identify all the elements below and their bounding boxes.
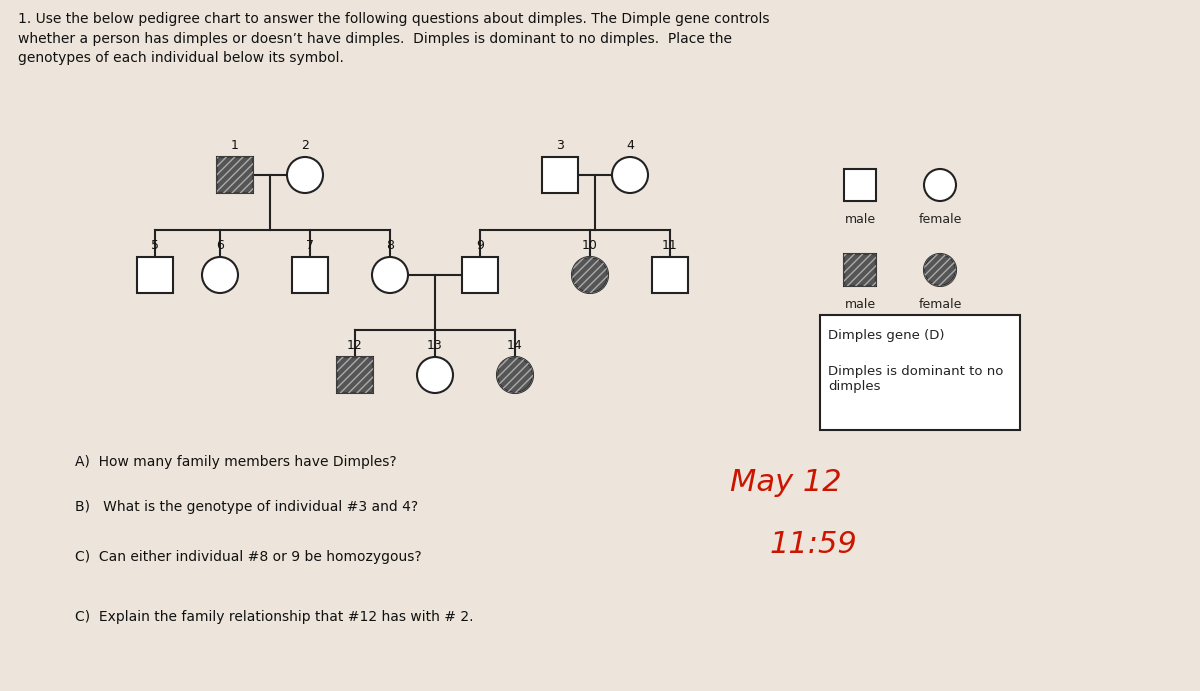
Text: 6: 6 — [216, 239, 224, 252]
Text: male: male — [845, 298, 876, 311]
Text: C)  Explain the family relationship that #12 has with # 2.: C) Explain the family relationship that … — [74, 610, 474, 624]
Text: Dimples gene (D): Dimples gene (D) — [828, 329, 944, 342]
Circle shape — [572, 257, 608, 293]
Bar — [844, 254, 876, 286]
Text: 1. Use the below pedigree chart to answer the following questions about dimples.: 1. Use the below pedigree chart to answe… — [18, 12, 769, 65]
Bar — [217, 157, 253, 193]
Bar — [844, 254, 876, 286]
Circle shape — [497, 357, 533, 393]
Text: 2: 2 — [301, 139, 308, 152]
Bar — [820, 315, 1020, 430]
Text: May 12: May 12 — [730, 468, 841, 497]
Text: 1: 1 — [232, 139, 239, 152]
Bar — [652, 257, 688, 293]
Text: 9: 9 — [476, 239, 484, 252]
Text: 3: 3 — [556, 139, 564, 152]
Text: 12: 12 — [347, 339, 362, 352]
Text: 4: 4 — [626, 139, 634, 152]
Text: Dimples is dominant to no
dimples: Dimples is dominant to no dimples — [828, 365, 1003, 393]
Bar — [844, 169, 876, 201]
Bar — [217, 157, 253, 193]
Text: 13: 13 — [427, 339, 443, 352]
Text: female: female — [918, 298, 961, 311]
Circle shape — [924, 254, 956, 286]
Bar — [462, 257, 498, 293]
Circle shape — [612, 157, 648, 193]
Text: 10: 10 — [582, 239, 598, 252]
Text: 11:59: 11:59 — [770, 530, 858, 559]
Circle shape — [202, 257, 238, 293]
Circle shape — [418, 357, 454, 393]
Circle shape — [924, 169, 956, 201]
Text: B)   What is the genotype of individual #3 and 4?: B) What is the genotype of individual #3… — [74, 500, 418, 514]
Text: 14: 14 — [508, 339, 523, 352]
Text: 5: 5 — [151, 239, 158, 252]
Bar — [542, 157, 578, 193]
Text: 11: 11 — [662, 239, 678, 252]
Circle shape — [287, 157, 323, 193]
Text: male: male — [845, 213, 876, 226]
Text: A)  How many family members have Dimples?: A) How many family members have Dimples? — [74, 455, 397, 469]
Bar — [292, 257, 328, 293]
Text: C)  Can either individual #8 or 9 be homozygous?: C) Can either individual #8 or 9 be homo… — [74, 550, 421, 564]
Circle shape — [372, 257, 408, 293]
Text: 7: 7 — [306, 239, 314, 252]
Text: 8: 8 — [386, 239, 394, 252]
Text: female: female — [918, 213, 961, 226]
Bar — [137, 257, 173, 293]
Bar — [337, 357, 373, 393]
Bar — [337, 357, 373, 393]
